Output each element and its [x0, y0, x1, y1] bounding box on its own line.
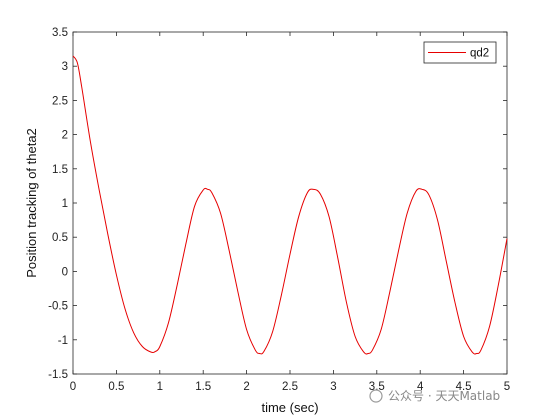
y-tick-label: 2.5: [52, 95, 68, 107]
wechat-icon: [369, 389, 383, 403]
y-tick-label: 3.5: [52, 27, 68, 39]
watermark: 公众号 · 天天Matlab: [369, 389, 500, 403]
x-tick-label: 0: [70, 381, 76, 393]
plot-area: [72, 31, 508, 375]
x-tick-label: 0.5: [108, 381, 124, 393]
x-tick-label: 5: [504, 381, 510, 393]
y-tick-label: 2: [62, 130, 68, 142]
x-tick-label: 1: [157, 381, 163, 393]
y-tick-label: 0.5: [52, 232, 68, 244]
watermark-text: 公众号 · 天天Matlab: [388, 389, 500, 403]
y-tick-label: 1: [62, 198, 68, 210]
x-tick-label: 2: [243, 381, 249, 393]
x-tick-label: 4: [417, 381, 424, 393]
x-tick-label: 3: [330, 381, 336, 393]
y-tick-label: -1.5: [48, 369, 68, 381]
legend: qd2: [423, 41, 497, 64]
y-axis-ticks: -1.5 -1 -0.5 0 0.5 1 1.5 2 2.5 3 3.5: [48, 27, 507, 381]
x-tick-label: 1.5: [195, 381, 211, 393]
series-line-qd2: [72, 55, 508, 355]
y-axis-label: Position tracking of theta2: [24, 128, 39, 278]
y-tick-label: -1: [58, 335, 68, 347]
x-axis-label: time (sec): [261, 400, 318, 415]
legend-label-qd2: qd2: [470, 48, 489, 60]
y-tick-label: 3: [62, 61, 68, 73]
y-tick-label: 1.5: [52, 164, 68, 176]
y-tick-label: -0.5: [48, 301, 68, 313]
x-tick-label: 3.5: [369, 381, 385, 393]
y-tick-label: 0: [62, 266, 68, 278]
x-tick-label: 2.5: [282, 381, 298, 393]
x-tick-label: 4.5: [456, 381, 472, 393]
x-axis-ticks: 0 0.5 1 1.5 2 2.5 3 3.5 4 4.5 5: [70, 32, 510, 393]
